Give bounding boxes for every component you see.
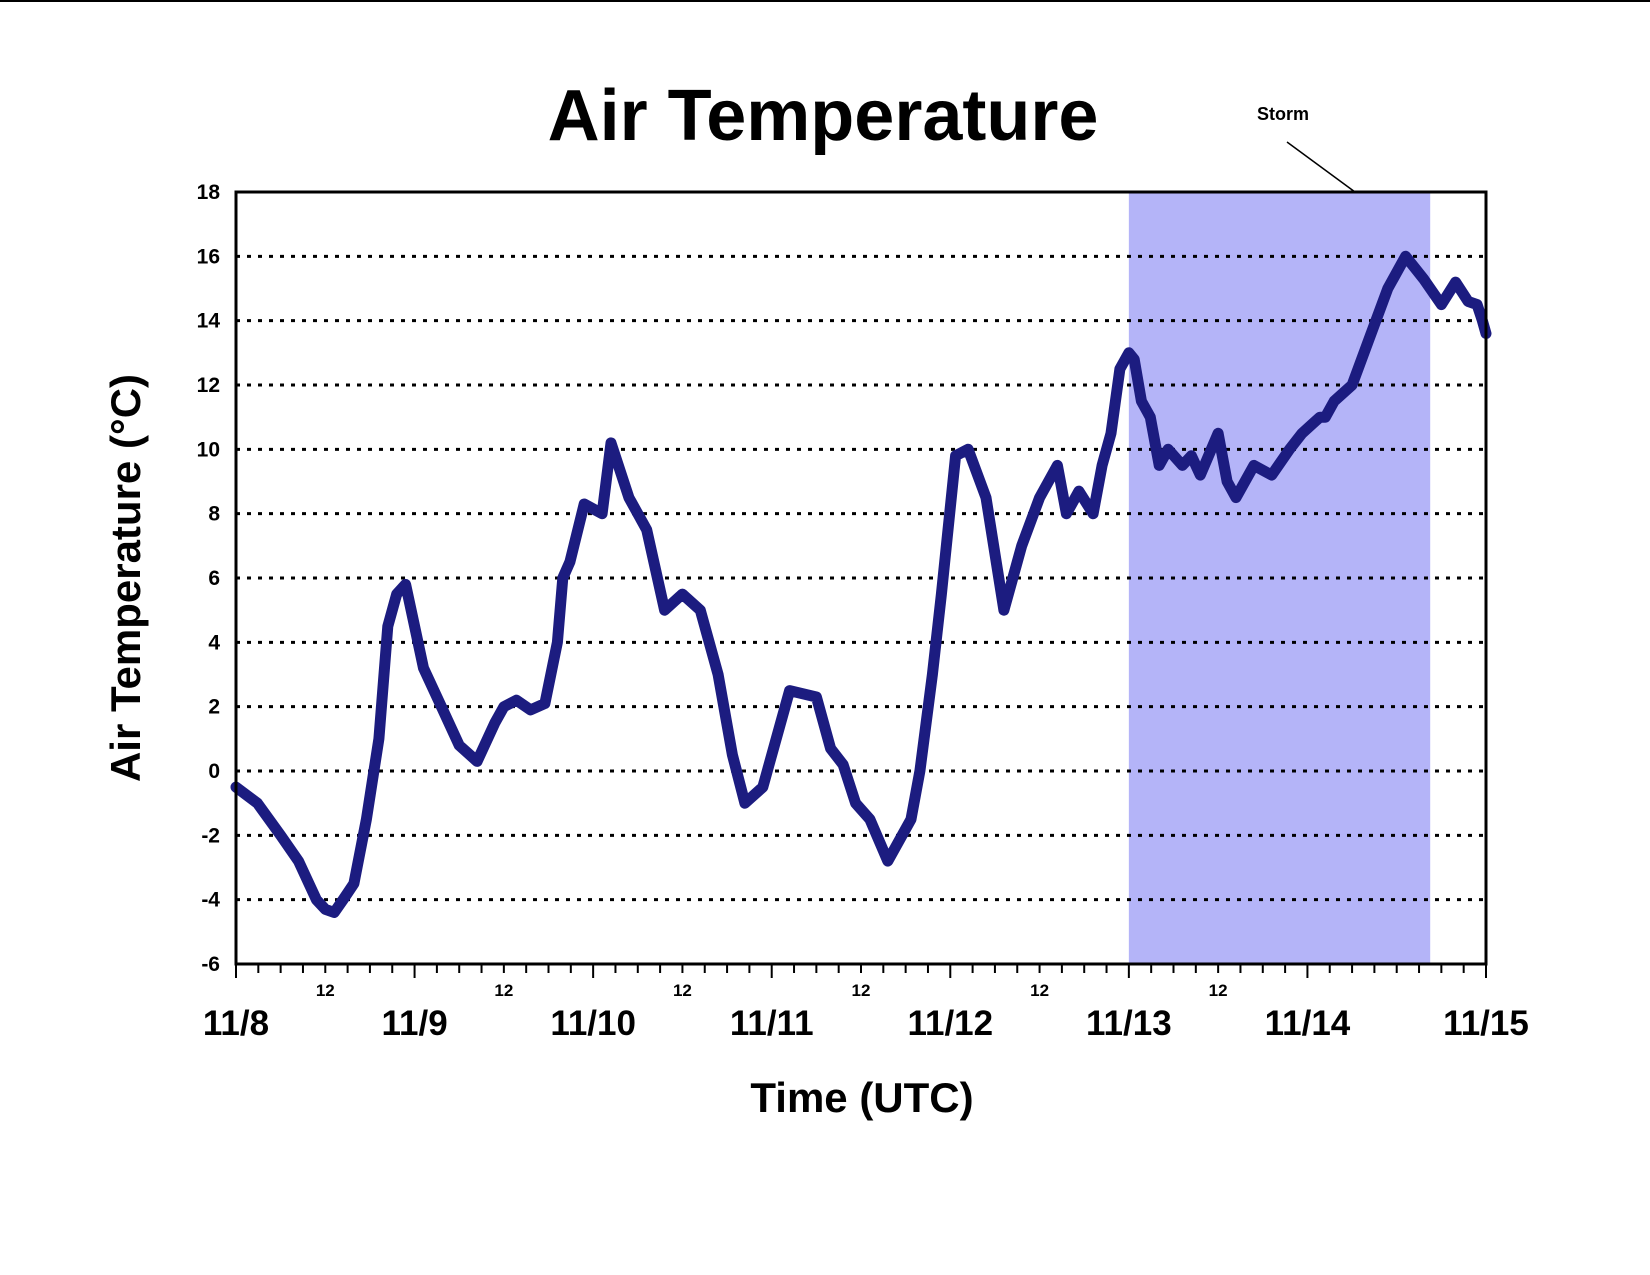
- x-date-label: 11/14: [1265, 1004, 1351, 1043]
- x-date-label: 11/10: [550, 1004, 636, 1043]
- plot-area-frame: [234, 190, 1488, 966]
- y-tick-label: -4: [201, 889, 220, 912]
- y-tick-label: -2: [201, 824, 220, 847]
- x-noon-label: 12: [494, 981, 513, 1000]
- x-axis-ticks: 11/8 11/9 11/10 11/11 11/12 11/13 11/14 11/15 12…: [203, 964, 1529, 1043]
- y-tick-label: 10: [197, 438, 220, 461]
- temperature-line: [230, 250, 1492, 918]
- y-tick-label: -6: [201, 953, 220, 976]
- x-noon-label: 12: [1209, 981, 1228, 1000]
- y-tick-label: 0: [208, 760, 220, 783]
- storm-leader-line: [1286, 141, 1356, 193]
- y-tick-label: 8: [208, 503, 220, 526]
- y-tick-label: 14: [197, 310, 221, 333]
- storm-annotation: Storm: [1257, 104, 1309, 124]
- y-axis-ticks: 18 16 14 12 10 8 6 4 2 0 -2 -4 -6: [197, 181, 221, 976]
- x-date-label: 11/11: [730, 1004, 814, 1043]
- temperature-series: [230, 250, 1492, 918]
- x-date-label: 11/13: [1086, 1004, 1172, 1043]
- x-noon-label: 12: [673, 981, 692, 1000]
- x-noon-label: 12: [316, 981, 335, 1000]
- y-tick-label: 6: [208, 567, 220, 590]
- y-tick-label: 18: [197, 181, 221, 204]
- x-date-label: 11/8: [203, 1004, 269, 1043]
- y-tick-label: 4: [208, 631, 220, 654]
- y-tick-label: 16: [197, 245, 220, 268]
- y-axis-title: Air Temperature (°C): [102, 374, 149, 782]
- y-tick-label: 2: [208, 696, 220, 719]
- top-border: [0, 0, 1650, 2]
- y-tick-label: 12: [197, 374, 220, 397]
- x-date-label: 11/9: [381, 1004, 447, 1043]
- x-noon-label: 12: [1030, 981, 1049, 1000]
- chart-title: Air Temperature: [548, 76, 1099, 156]
- x-date-label: 11/15: [1443, 1004, 1529, 1043]
- x-date-label: 11/12: [907, 1004, 993, 1043]
- x-axis-title: Time (UTC): [750, 1074, 973, 1121]
- x-noon-label: 12: [852, 981, 871, 1000]
